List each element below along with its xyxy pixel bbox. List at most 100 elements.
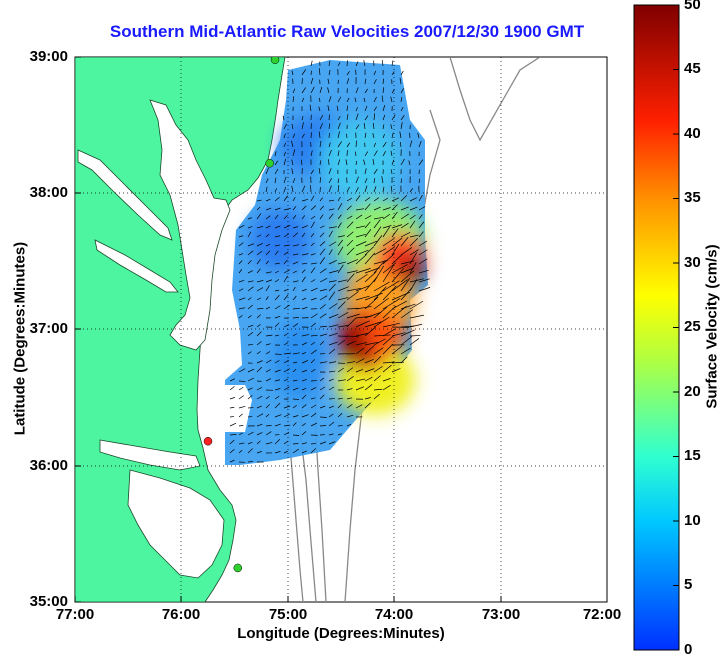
velocity-arrow xyxy=(391,159,395,166)
velocity-arrow xyxy=(229,459,235,463)
velocity-arrow xyxy=(364,296,379,310)
velocity-arrow xyxy=(328,378,334,382)
velocity-arrow xyxy=(274,369,281,373)
velocity-arrow xyxy=(319,441,327,445)
velocity-arrow xyxy=(292,361,298,364)
velocity-arrow xyxy=(391,268,404,283)
velocity-arrow xyxy=(310,195,315,202)
velocity-arrow xyxy=(328,324,339,328)
velocity-arrow xyxy=(382,343,394,355)
velocity-arrow xyxy=(301,442,307,445)
velocity-arrow xyxy=(328,413,334,418)
velocity-arrow xyxy=(283,176,287,184)
velocity-arrow xyxy=(265,306,271,310)
velocity-arrow xyxy=(256,351,261,355)
velocity-arrow xyxy=(382,197,389,202)
velocity-arrow xyxy=(292,443,299,445)
velocity-arrow xyxy=(319,377,325,382)
velocity-arrow xyxy=(355,124,360,130)
colorbar-tick-label: 15 xyxy=(684,447,701,464)
velocity-arrow xyxy=(301,404,307,409)
velocity-arrow xyxy=(328,386,335,391)
velocity-arrow xyxy=(301,225,308,229)
velocity-arrow xyxy=(400,277,411,292)
velocity-arrow xyxy=(391,264,408,274)
velocity-arrow xyxy=(409,262,417,274)
velocity-arrow xyxy=(283,413,290,418)
velocity-arrow xyxy=(355,208,365,211)
velocity-arrow xyxy=(390,150,393,157)
velocity-arrow xyxy=(354,97,357,103)
velocity-arrow xyxy=(373,79,377,85)
velocity-arrow xyxy=(355,187,359,193)
velocity-arrow xyxy=(238,368,246,373)
station-duck-marker xyxy=(203,436,213,446)
velocity-arrow xyxy=(337,367,344,373)
velocity-arrow xyxy=(283,225,291,229)
velocity-arrow xyxy=(418,214,423,220)
velocity-arrow xyxy=(382,114,386,121)
velocity-arrow xyxy=(291,159,294,166)
velocity-arrow xyxy=(364,321,382,328)
velocity-arrow xyxy=(328,249,333,256)
velocity-arrow xyxy=(372,158,375,166)
velocity-arrow xyxy=(292,307,301,310)
velocity-arrow xyxy=(382,285,397,301)
station-delaware-marker xyxy=(265,159,274,168)
velocity-arrow xyxy=(319,268,327,274)
velocity-arrow xyxy=(337,141,342,148)
velocity-arrow xyxy=(391,368,401,373)
velocity-arrow xyxy=(301,352,307,355)
velocity-arrow xyxy=(283,269,290,274)
velocity-arrow xyxy=(328,123,331,130)
velocity-arrow xyxy=(256,259,261,265)
velocity-arrow xyxy=(382,207,391,211)
velocity-arrow xyxy=(319,386,326,391)
velocity-arrow xyxy=(364,276,378,292)
velocity-arrow xyxy=(373,338,386,346)
velocity-arrow xyxy=(292,232,298,238)
velocity-arrow xyxy=(283,244,290,247)
velocity-arrow xyxy=(346,197,352,202)
velocity-arrow xyxy=(346,404,353,409)
velocity-arrow xyxy=(337,203,343,211)
rappahannock-river xyxy=(94,239,179,293)
velocity-arrow xyxy=(301,262,308,265)
velocity-arrow xyxy=(292,96,295,103)
velocity-arrow xyxy=(301,378,308,382)
velocity-arrow xyxy=(256,366,263,373)
velocity-arrow xyxy=(373,70,377,76)
velocity-arrow xyxy=(364,376,373,382)
colorbar-label: Surface Velocity (cm/s) xyxy=(703,244,721,409)
x-tick-label: 72:00 xyxy=(582,606,622,623)
velocity-arrow xyxy=(382,186,385,193)
velocity-arrow xyxy=(256,360,263,364)
velocity-arrow xyxy=(355,333,368,337)
velocity-arrow xyxy=(247,217,253,220)
velocity-arrow xyxy=(274,225,281,229)
velocity-arrow xyxy=(355,160,358,166)
velocity-arrow xyxy=(328,149,332,157)
velocity-arrow xyxy=(265,186,268,193)
velocity-arrow xyxy=(355,107,358,112)
velocity-arrow xyxy=(328,241,337,247)
velocity-arrow xyxy=(265,285,270,292)
velocity-arrow xyxy=(364,88,368,94)
velocity-arrow xyxy=(355,347,365,355)
velocity-arrow xyxy=(229,406,235,409)
velocity-arrow xyxy=(283,333,288,337)
velocity-arrow xyxy=(310,70,312,76)
velocity-arrow xyxy=(346,361,356,364)
velocity-arrow xyxy=(418,240,427,247)
velocity-arrow xyxy=(256,199,262,202)
velocity-arrow xyxy=(292,261,299,265)
velocity-arrow xyxy=(363,60,366,67)
colorbar xyxy=(633,4,680,651)
velocity-arrow xyxy=(409,338,420,346)
velocity-arrow xyxy=(364,292,383,301)
velocity-arrow xyxy=(355,404,363,409)
velocity-arrow xyxy=(337,264,344,274)
velocity-arrow xyxy=(265,351,271,355)
velocity-arrow xyxy=(337,96,342,103)
velocity-arrow xyxy=(283,352,291,355)
